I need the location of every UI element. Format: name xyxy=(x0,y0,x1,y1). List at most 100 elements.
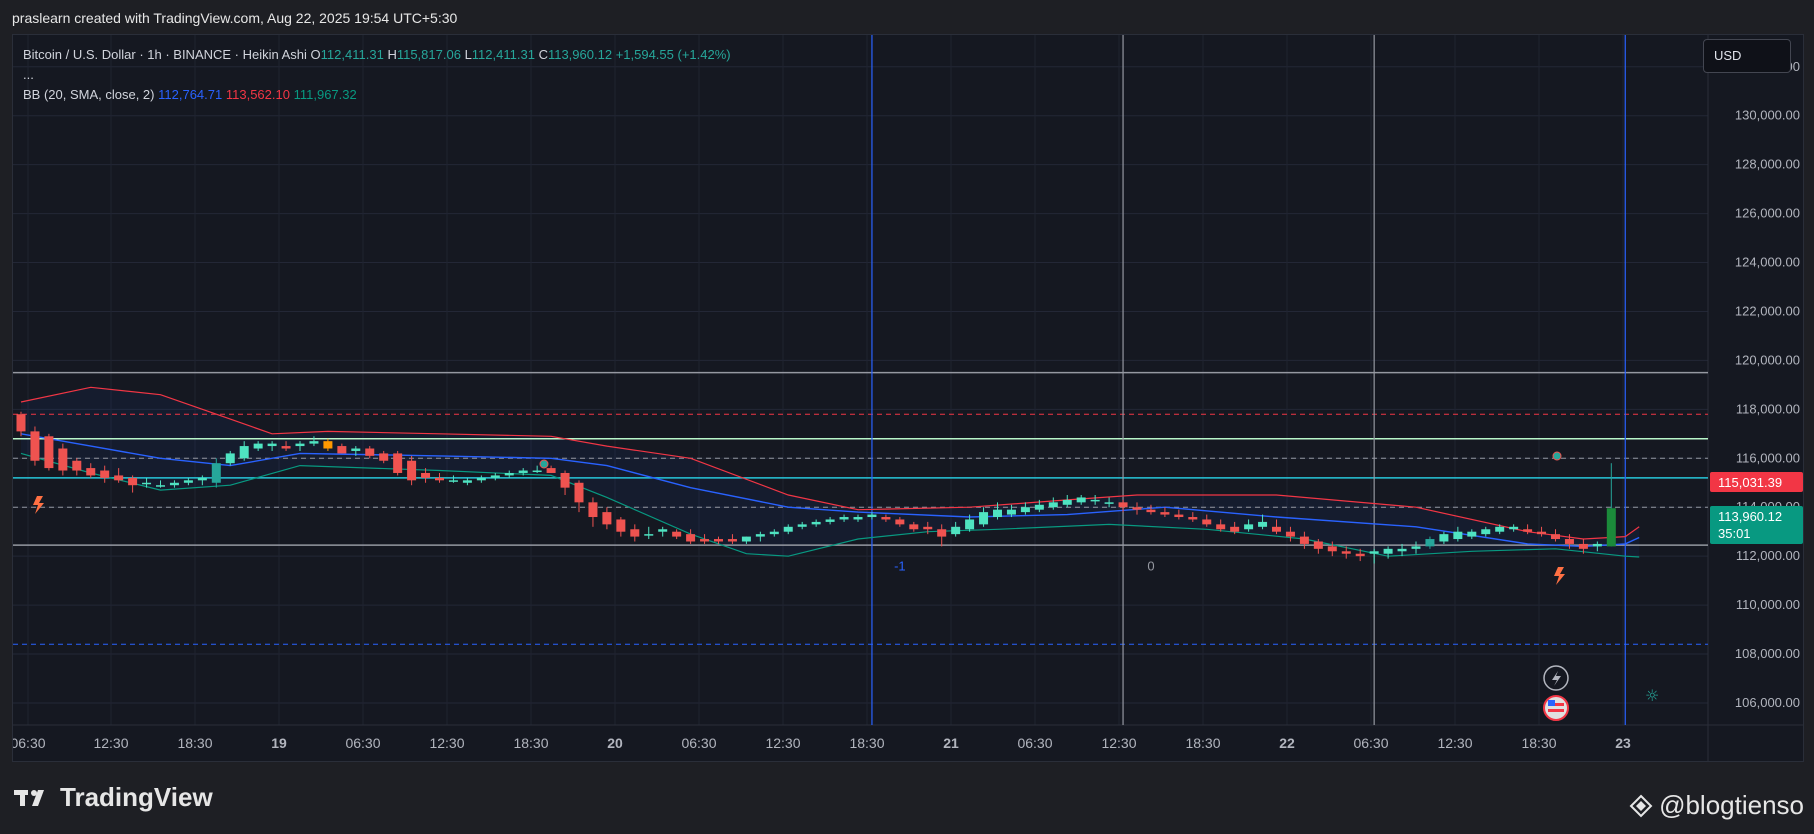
candle-body xyxy=(1160,512,1170,515)
candle-body xyxy=(700,539,710,542)
candle-body xyxy=(476,477,486,481)
candle-body xyxy=(30,431,40,461)
open-label: O xyxy=(310,47,321,62)
candle-body xyxy=(1425,539,1435,547)
legend-more[interactable]: ... xyxy=(23,67,34,82)
candle-body xyxy=(1411,546,1421,549)
candle-body xyxy=(714,539,723,542)
candle-body xyxy=(1006,509,1016,515)
y-tick-label: 124,000.00 xyxy=(1735,255,1800,270)
bb-row[interactable]: BB (20, SMA, close, 2) 112,764.71 113,56… xyxy=(23,85,731,105)
candle-body xyxy=(616,519,626,532)
symbol-name[interactable]: Bitcoin / U.S. Dollar · 1h · BINANCE · H… xyxy=(23,47,307,62)
candle-body xyxy=(979,512,989,525)
candle-body xyxy=(797,524,807,527)
candle-body xyxy=(72,460,82,471)
candle-body xyxy=(1523,529,1533,532)
candle-body xyxy=(379,453,389,461)
candle-body xyxy=(448,480,458,482)
candle-body xyxy=(435,477,444,481)
candle-body xyxy=(867,514,877,518)
flag-stripe xyxy=(1548,703,1564,706)
candle-body xyxy=(156,485,165,487)
candle-body xyxy=(769,531,779,535)
candle-body xyxy=(504,472,514,476)
x-tick-label: 06:30 xyxy=(681,735,716,751)
candle-body xyxy=(1578,543,1588,549)
lightning-icon xyxy=(1554,567,1565,585)
candle-body xyxy=(1216,524,1226,530)
x-tick-label: 18:30 xyxy=(177,735,212,751)
x-tick-label: 12:30 xyxy=(1101,735,1136,751)
watermark: @blogtienso xyxy=(1629,790,1804,821)
candle-body xyxy=(142,482,152,485)
candle-body xyxy=(923,526,933,530)
candle-body xyxy=(1062,499,1072,505)
tradingview-logo[interactable]: TradingView xyxy=(14,782,213,813)
candle-body xyxy=(1146,509,1156,513)
close-label: C xyxy=(538,47,548,62)
candle-body xyxy=(1299,536,1309,544)
candle-body xyxy=(937,529,947,537)
bb-upper-value: 113,562.10 xyxy=(225,87,290,102)
candle-body xyxy=(532,470,542,473)
flag-stripe xyxy=(1548,709,1564,712)
candle-body xyxy=(309,441,319,444)
candle-body xyxy=(588,502,598,518)
cycle-label: -1 xyxy=(894,559,906,574)
chart-attribution: praslearn created with TradingView.com, … xyxy=(12,10,458,26)
price-tag xyxy=(1710,471,1803,492)
candle-body xyxy=(211,463,221,483)
candle-body xyxy=(1272,526,1281,532)
candle-body xyxy=(1076,497,1086,503)
candle-body xyxy=(560,472,570,488)
change-value: +1,594.55 (+1.42%) xyxy=(615,47,731,62)
x-tick-label: 12:30 xyxy=(765,735,800,751)
candle-body xyxy=(1048,502,1058,508)
candle-body xyxy=(895,519,905,525)
candle-body xyxy=(741,536,751,542)
low-value: 112,411.31 xyxy=(471,47,535,62)
x-tick-label: 19 xyxy=(271,735,287,751)
candle-body xyxy=(267,443,277,447)
candle-body xyxy=(365,448,375,456)
chart-legend: Bitcoin / U.S. Dollar · 1h · BINANCE · H… xyxy=(23,45,731,105)
x-tick-label: 18:30 xyxy=(849,735,884,751)
candle-body xyxy=(337,446,347,454)
x-tick-label: 18:30 xyxy=(1185,735,1220,751)
tradingview-logo-text: TradingView xyxy=(60,782,213,812)
y-tick-label: 122,000.00 xyxy=(1735,303,1800,318)
candle-body xyxy=(1118,502,1128,508)
cycle-label: 0 xyxy=(1147,559,1154,574)
candle-body xyxy=(197,477,207,481)
y-tick-label: 116,000.00 xyxy=(1736,450,1800,465)
chart-panel[interactable]: -10132,000.00130,000.00128,000.00126,000… xyxy=(12,34,1804,762)
candle-body xyxy=(1606,508,1616,547)
candle-body xyxy=(16,414,26,432)
candle-body xyxy=(1355,553,1365,557)
candle-body xyxy=(1592,543,1602,547)
candle-body xyxy=(490,475,500,478)
high-value: 115,817.06 xyxy=(396,47,461,62)
bb-band-fill xyxy=(21,387,1640,557)
candle-body xyxy=(183,480,193,483)
candle-body xyxy=(1034,504,1044,510)
candle-body xyxy=(169,482,179,486)
low-label: L xyxy=(464,47,472,62)
candle-body xyxy=(1439,534,1449,542)
bb-label[interactable]: BB (20, SMA, close, 2) xyxy=(23,87,155,102)
candle-body xyxy=(462,480,472,483)
candle-body xyxy=(1327,546,1337,552)
bb-basis-line xyxy=(20,433,1640,548)
x-tick-label: 22 xyxy=(1279,735,1295,751)
currency-selector[interactable]: USD xyxy=(1703,39,1791,73)
candle-body xyxy=(86,468,96,476)
candle-body xyxy=(727,539,737,542)
candle-body xyxy=(965,519,975,530)
candle-body xyxy=(839,517,849,520)
x-tick-label: 12:30 xyxy=(1437,735,1472,751)
candle-body xyxy=(1244,524,1254,530)
candle-body xyxy=(323,441,333,449)
price-chart[interactable]: -10132,000.00130,000.00128,000.00126,000… xyxy=(13,35,1803,761)
y-tick-label: 118,000.00 xyxy=(1736,401,1800,416)
